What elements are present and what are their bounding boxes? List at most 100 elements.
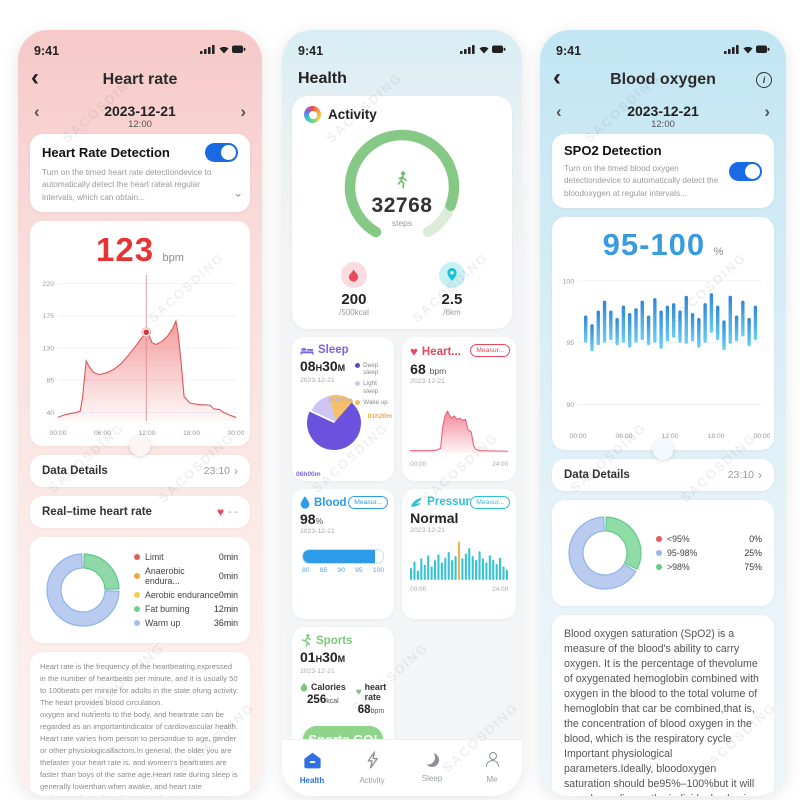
flame-icon xyxy=(300,682,308,692)
nav-tab-sleep[interactable]: Sleep xyxy=(410,753,454,783)
measure-blood-oxygen-button[interactable]: Measur... xyxy=(348,496,389,509)
sleep-date: 2023-12-21 xyxy=(300,377,335,384)
chart-drag-handle[interactable] xyxy=(129,434,151,456)
realtime-heart-rate-row[interactable]: Real–time heart rate ♥ - - xyxy=(30,495,250,528)
status-time: 9:41 xyxy=(34,44,60,58)
heart-rate-detection-toggle[interactable] xyxy=(205,143,238,162)
legend-label: >98% xyxy=(667,561,690,572)
legend-row: <95% 0% xyxy=(656,534,762,544)
nav-tab-me[interactable]: Me xyxy=(470,752,514,784)
svg-text:00:00: 00:00 xyxy=(569,433,586,440)
back-icon[interactable]: ‹ xyxy=(553,64,561,92)
legend-row: Fat burning 12min xyxy=(134,604,238,614)
expand-icon[interactable]: › xyxy=(232,193,245,198)
person-icon xyxy=(484,752,500,768)
header: ‹ Blood oxygen i xyxy=(540,64,786,96)
measure-pressure-button[interactable]: Measur... xyxy=(470,496,511,509)
legend-row: Limit 0min xyxy=(134,552,238,562)
sleep-pie-chart xyxy=(307,395,361,450)
distance-goal: /6km xyxy=(443,308,461,317)
legend-row: Warm up 36min xyxy=(134,618,238,628)
sleep-legend: Deep sleep Light sleep Wake up xyxy=(355,362,389,406)
svg-text:130: 130 xyxy=(43,345,55,352)
status-icons xyxy=(724,42,770,60)
svg-text:00:00: 00:00 xyxy=(227,430,244,437)
legend-dot xyxy=(134,572,140,579)
legend-value: 36min xyxy=(214,617,238,628)
heart-label: Heart... xyxy=(421,345,461,358)
calories-stat: 200 /500kcal xyxy=(339,262,369,317)
pressure-icon xyxy=(411,497,423,507)
heart-zones-donut-chart xyxy=(46,553,120,627)
data-details-row[interactable]: Data Details 23:10 › xyxy=(552,458,774,491)
heart-card[interactable]: ♥ Heart... Measur... 68 bpm 2023-12-21 0… xyxy=(402,337,517,481)
spo2-chart-card: 95-100 % 100 95 90 00:00 06:00 12:00 18:00 00:0… xyxy=(552,216,774,460)
next-date-icon[interactable]: › xyxy=(240,102,246,121)
spo2-range-unit: % xyxy=(713,245,724,258)
detection-description: Turn on the timed heart rate detectionde… xyxy=(42,168,245,202)
detection-title: SPO2 Detection xyxy=(564,143,662,158)
data-details-row[interactable]: Data Details 23:10 › xyxy=(30,454,250,487)
sleep-legend-row: Deep sleep xyxy=(355,362,389,376)
pressure-label: Pressure xyxy=(427,496,477,508)
svg-text:18:00: 18:00 xyxy=(183,430,200,437)
measure-heart-button[interactable]: Measur... xyxy=(470,344,511,357)
legend-row: >98% 75% xyxy=(656,562,762,572)
sleep-card[interactable]: Sleep 08H30M 2023-12-21 01h10m 01h20m 06… xyxy=(292,337,395,481)
legend-dot xyxy=(134,605,140,612)
nav-tab-activity[interactable]: Activity xyxy=(350,751,394,785)
scale-tick: 100 xyxy=(372,567,385,574)
svg-text:100: 100 xyxy=(563,278,575,285)
sports-calories: Calories 256kcal xyxy=(300,682,346,716)
distance-stat: 2.5 /6km xyxy=(438,262,465,317)
legend-label: 95-98% xyxy=(667,547,698,558)
pressure-bar-chart xyxy=(410,541,509,580)
moon-icon xyxy=(425,753,439,767)
heart-rate-info-text: Heart rate is the frequency of the heart… xyxy=(40,661,239,796)
legend-dot xyxy=(656,549,662,556)
spo2-detection-toggle[interactable] xyxy=(729,161,762,181)
legend-label: Fat burning xyxy=(145,603,190,614)
svg-text:12:00: 12:00 xyxy=(661,433,678,440)
time-value: 12:00 xyxy=(128,118,152,130)
legend-dot xyxy=(134,553,140,560)
heart-zones-legend: Limit 0min Anaerobic endura... 0min Aerobic … xyxy=(134,552,238,628)
health-dashboard-screen: 9:41 Health Activity 32768 steps xyxy=(282,30,522,796)
svg-text:95: 95 xyxy=(566,340,574,347)
back-icon[interactable]: ‹ xyxy=(31,64,39,92)
heart-date: 2023-12-21 xyxy=(410,378,445,385)
scale-tick: 80 xyxy=(302,567,310,574)
deep-sleep-value: 06h00m xyxy=(296,471,321,478)
spo2-day-chart: 100 95 90 00:00 06:00 12:00 18:00 00:00 xyxy=(563,278,771,440)
sports-label: Sports xyxy=(316,634,353,647)
bpm-value: 123 xyxy=(96,230,155,268)
chart-drag-handle[interactable] xyxy=(652,438,674,460)
activity-card[interactable]: Activity 32768 steps 200 /500kcal xyxy=(292,96,512,329)
spo2-scale: 80 85 90 95 100 xyxy=(302,567,384,574)
svg-text:220: 220 xyxy=(43,281,55,288)
blood-oxygen-screen: 9:41 ‹ Blood oxygen i ‹ 2023-12-21 12:00… xyxy=(540,30,786,796)
sleep-label: Sleep xyxy=(318,344,349,356)
prev-date-icon[interactable]: ‹ xyxy=(556,102,562,121)
legend-dot xyxy=(656,535,662,542)
legend-row: Anaerobic endura... 0min xyxy=(134,566,238,586)
blood-oxygen-card[interactable]: Blood o... Measur... 98% 2023-12-21 80 85… xyxy=(292,489,395,619)
svg-text:00:00: 00:00 xyxy=(49,430,66,437)
scale-tick: 90 xyxy=(337,567,345,574)
data-details-time: 23:10 xyxy=(727,468,754,481)
sports-date: 2023-12-21 xyxy=(300,668,335,675)
detection-title: Heart Rate Detection xyxy=(42,145,170,160)
status-time: 9:41 xyxy=(298,44,324,58)
nav-tab-health[interactable]: Health xyxy=(290,752,334,785)
status-time: 9:41 xyxy=(556,44,582,58)
heart-rate-chart-card: 123 bpm 220 175 130 85 40 00:00 06:00 12:00 18:0… xyxy=(30,220,250,456)
info-icon[interactable]: i xyxy=(756,72,772,88)
walking-person-icon xyxy=(397,171,407,189)
steps-value: 32768 xyxy=(371,194,433,217)
pressure-value: Normal xyxy=(410,510,459,526)
legend-dot xyxy=(134,591,140,598)
pressure-card[interactable]: Pressure Measur... Normal 2023-12-21 00:… xyxy=(402,489,517,619)
prev-date-icon[interactable]: ‹ xyxy=(34,102,40,121)
next-date-icon[interactable]: › xyxy=(764,102,770,121)
date-value: 2023-12-21 xyxy=(627,103,699,120)
